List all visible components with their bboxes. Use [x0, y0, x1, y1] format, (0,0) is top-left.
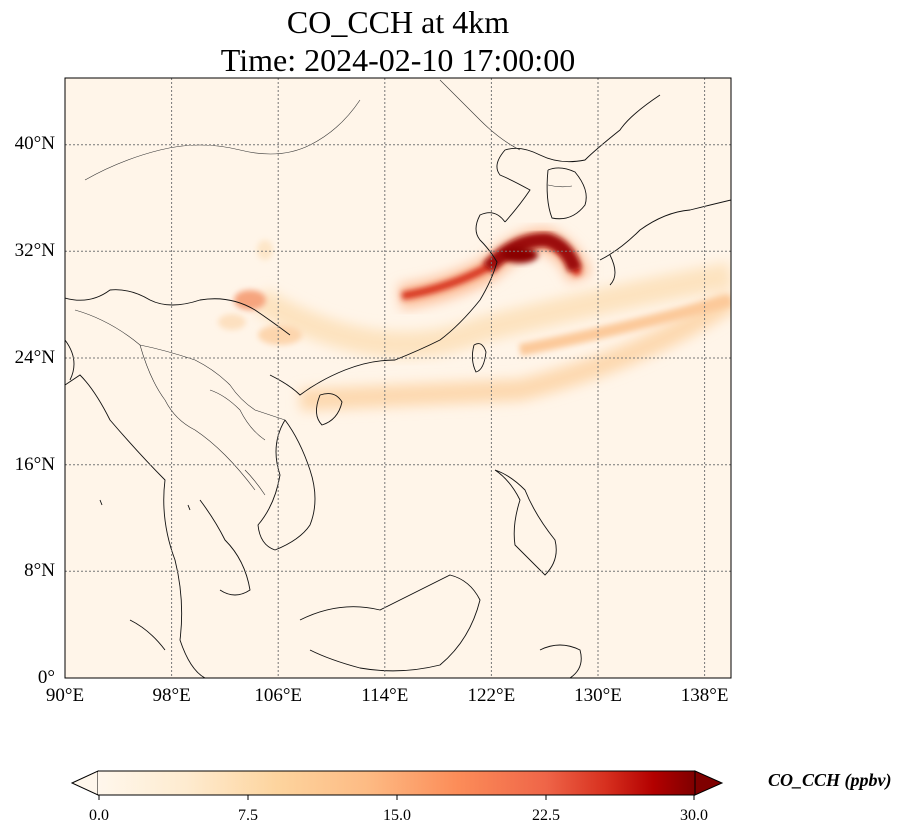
lat-tick-8: 8°N: [24, 560, 55, 581]
gridlines: [65, 78, 731, 678]
colorbar-tick-30: 30.0: [680, 807, 708, 824]
map-frame: [64, 77, 732, 679]
colorbar-tick-7-5: 7.5: [238, 807, 258, 824]
lon-tick-130: 130°E: [574, 685, 622, 706]
colorbar: [70, 770, 724, 800]
colorbar-tick-22-5: 22.5: [532, 807, 560, 824]
country-borders: [74, 79, 573, 496]
lon-tick-106: 106°E: [254, 685, 303, 706]
map-background: [65, 78, 731, 678]
lat-tick-24: 24°N: [14, 347, 55, 368]
map-title-line-2: Time: 2024-02-10 17:00:00: [220, 42, 576, 78]
lon-tick-90: 90°E: [45, 685, 85, 706]
colorbar-label: CO_CCH (ppbv): [768, 770, 892, 790]
coastlines: [65, 94, 731, 678]
lon-tick-98: 98°E: [152, 685, 191, 706]
lon-tick-114: 114°E: [361, 685, 409, 706]
colorbar-tick-15: 15.0: [383, 807, 411, 824]
lon-tick-122: 122°E: [467, 685, 516, 706]
lat-tick-16: 16°N: [14, 454, 55, 475]
lat-tick-40: 40°N: [14, 133, 55, 154]
map-title-line-1: CO_CCH at 4km: [286, 4, 510, 40]
lon-tick-138: 138°E: [680, 685, 729, 706]
lat-tick-0: 0°: [37, 667, 55, 688]
colorbar-tick-0: 0.0: [89, 807, 109, 824]
concentration-field: [218, 227, 731, 411]
lat-tick-32: 32°N: [14, 240, 55, 261]
